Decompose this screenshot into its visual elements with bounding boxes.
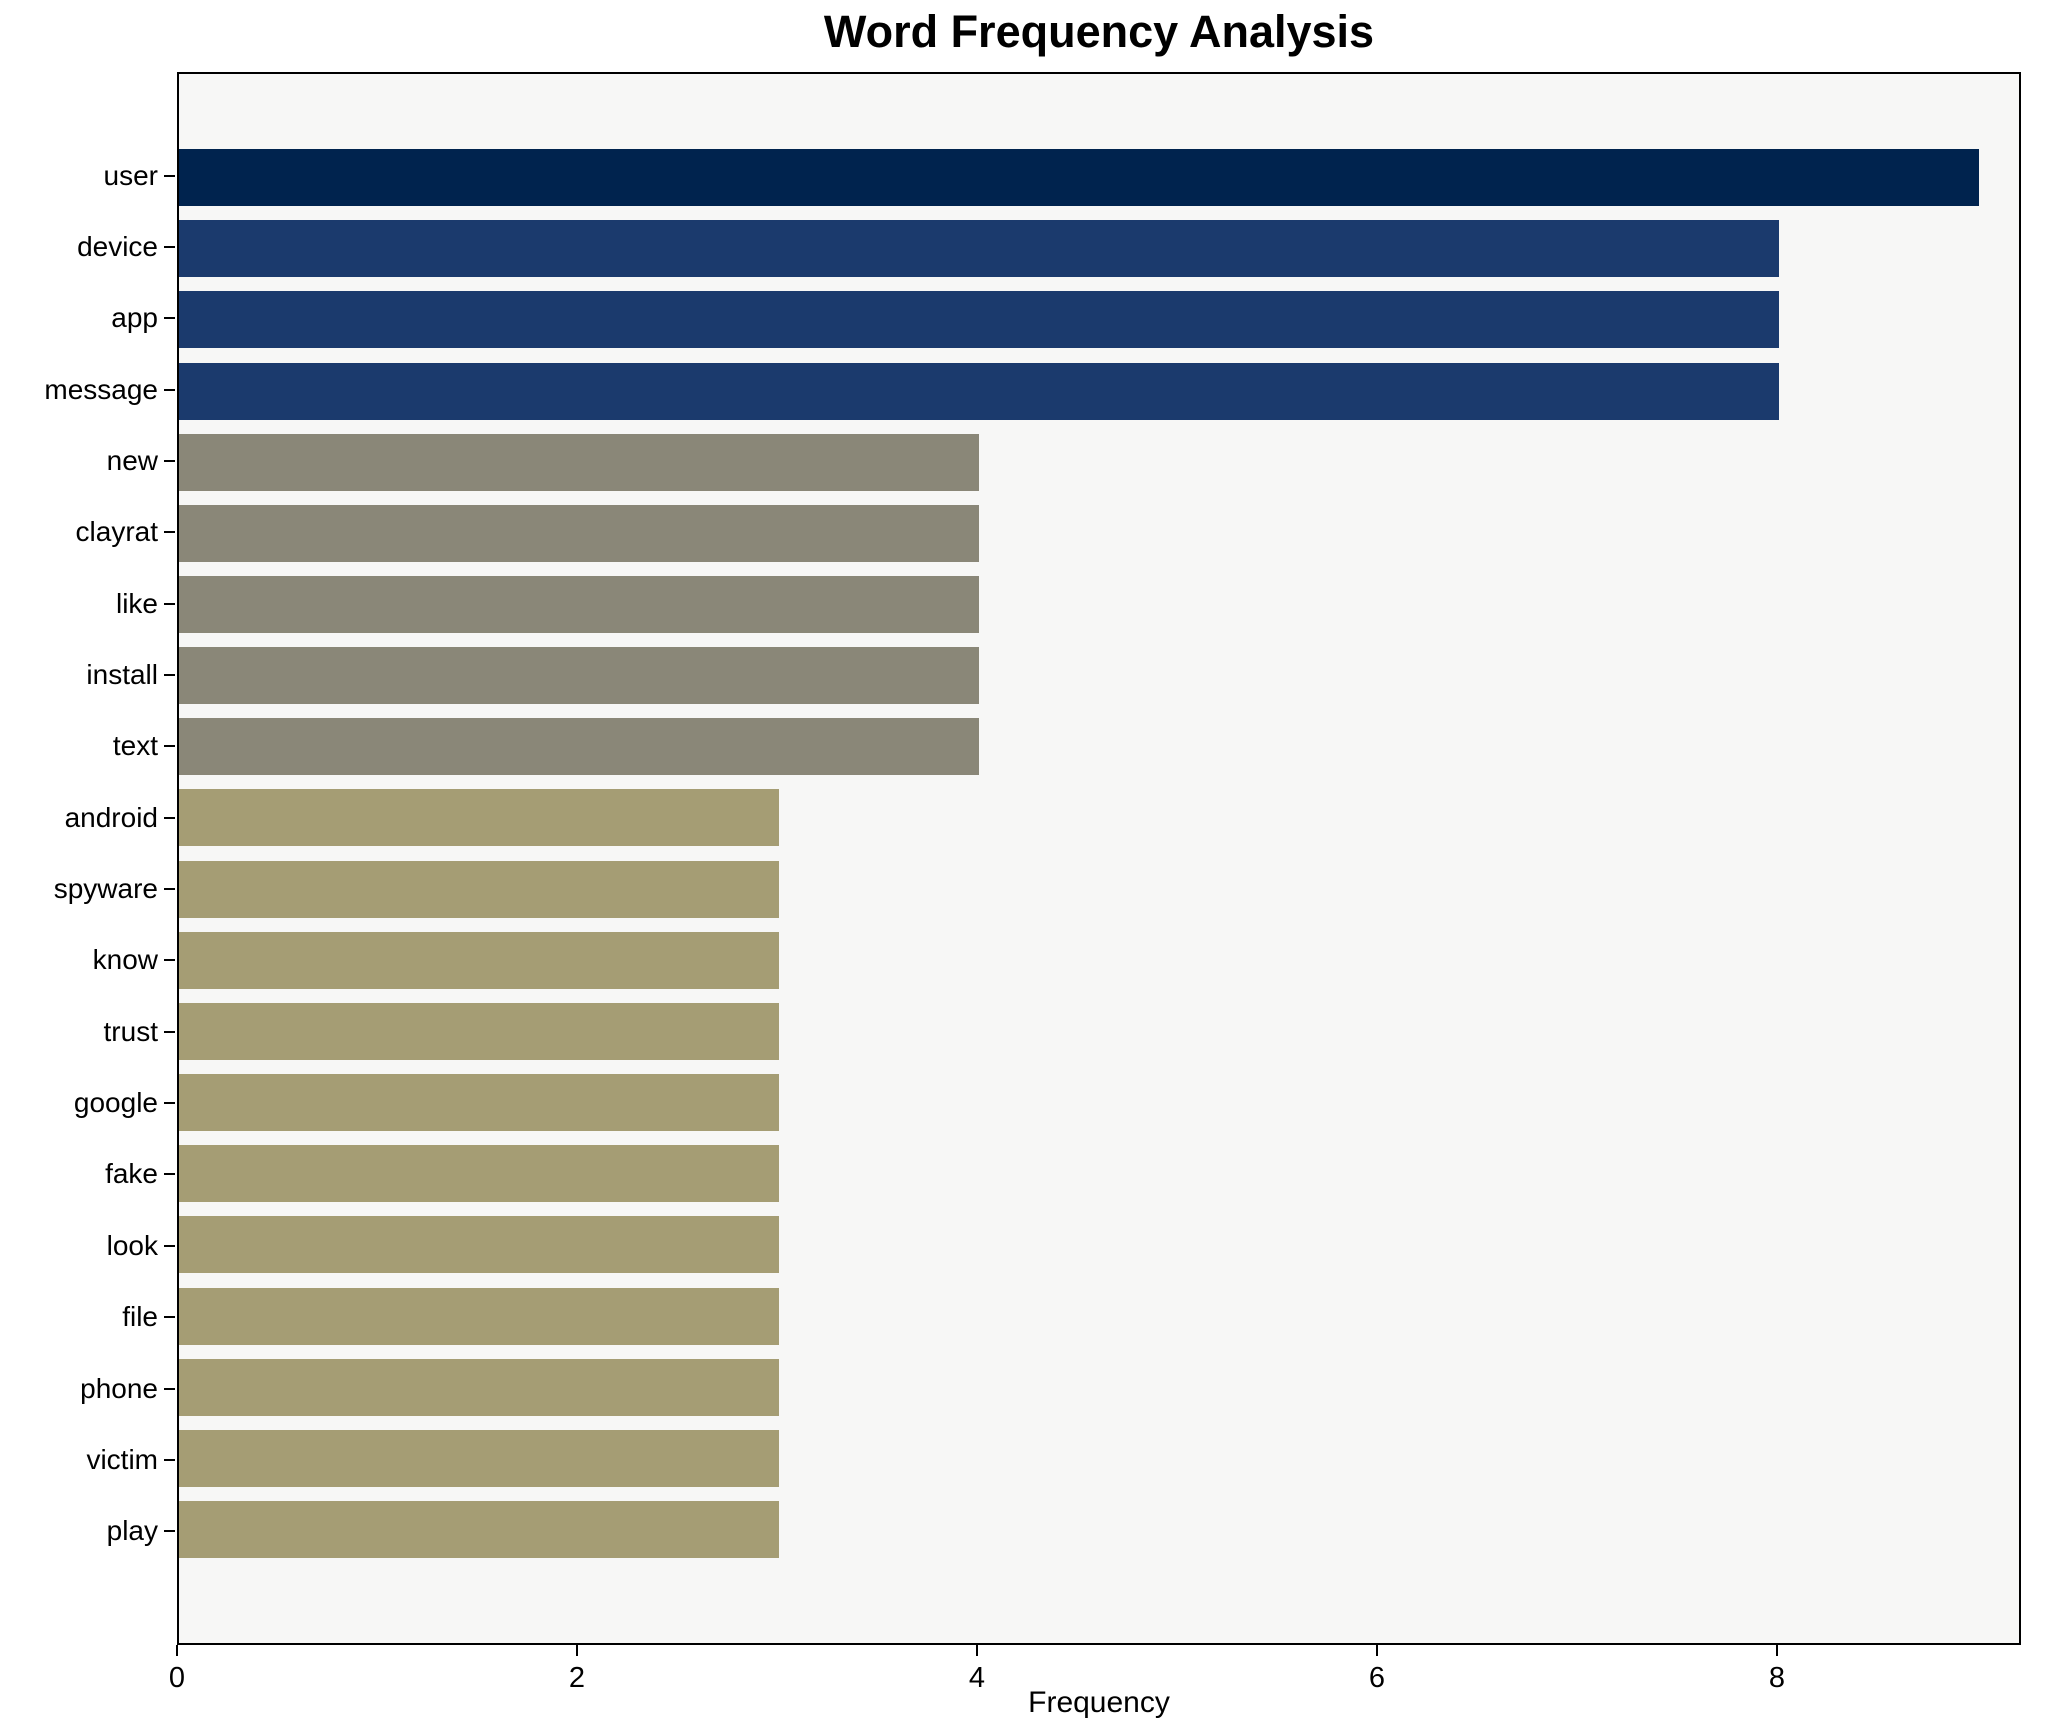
bar-play [179, 1501, 779, 1559]
y-tick-mark [164, 816, 175, 819]
bar-know [179, 931, 779, 989]
bar-fake [179, 1145, 779, 1203]
bar-row [179, 355, 2019, 426]
y-tick-label-text: text [112, 730, 158, 762]
x-tick-mark [1776, 1645, 1778, 1656]
bar-row [179, 569, 2019, 640]
bar-row [179, 427, 2019, 498]
y-tick-mark [164, 531, 175, 534]
y-tick-label-look: look [106, 1229, 158, 1261]
y-tick-mark [164, 1387, 175, 1390]
bar-victim [179, 1429, 779, 1487]
bar-trust [179, 1002, 779, 1060]
y-tick-label-device: device [77, 231, 158, 263]
y-tick-label-app: app [111, 302, 158, 334]
y-tick-mark [164, 1030, 175, 1033]
y-tick-mark [164, 1458, 175, 1461]
bar-message [179, 362, 1779, 420]
y-tick-mark [164, 174, 175, 177]
bar-row [179, 213, 2019, 284]
bar-row [179, 1209, 2019, 1280]
y-tick-mark [164, 246, 175, 249]
bar-user [179, 149, 1979, 207]
x-tick-label-6: 6 [1368, 1662, 1386, 1694]
bar-row [179, 996, 2019, 1067]
y-tick-label-user: user [103, 159, 158, 191]
plot-area [177, 72, 2021, 1645]
bar-google [179, 1074, 779, 1132]
bar-row [179, 498, 2019, 569]
bar-row [179, 1067, 2019, 1138]
bar-new [179, 433, 979, 491]
y-tick-label-fake: fake [105, 1158, 158, 1190]
y-tick-mark [164, 602, 175, 605]
x-tick-mark [176, 1645, 178, 1656]
y-tick-mark [164, 317, 175, 320]
y-tick-mark [164, 1244, 175, 1247]
y-tick-mark [164, 1316, 175, 1319]
y-tick-label-new: new [106, 445, 158, 477]
y-tick-mark [164, 388, 175, 391]
y-tick-label-know: know [92, 944, 158, 976]
y-tick-mark [164, 1102, 175, 1105]
y-tick-mark [164, 745, 175, 748]
bar-like [179, 576, 979, 634]
bar-install [179, 647, 979, 705]
bars-container [179, 74, 2019, 1643]
bar-row [179, 1494, 2019, 1565]
bar-clayrat [179, 504, 979, 562]
y-tick-mark [164, 674, 175, 677]
bar-phone [179, 1358, 779, 1416]
bar-row [179, 1138, 2019, 1209]
bar-row [179, 854, 2019, 925]
bar-row [179, 284, 2019, 355]
y-tick-label-install: install [86, 659, 158, 691]
x-tick-mark [576, 1645, 578, 1656]
x-tick-mark [976, 1645, 978, 1656]
y-tick-label-phone: phone [80, 1372, 158, 1404]
bar-file [179, 1287, 779, 1345]
y-tick-label-clayrat: clayrat [75, 516, 158, 548]
y-tick-label-victim: victim [86, 1443, 158, 1475]
bar-row [179, 925, 2019, 996]
bar-app [179, 291, 1779, 349]
x-tick-label-8: 8 [1768, 1662, 1786, 1694]
x-axis-label: Frequency [1028, 1686, 1170, 1719]
y-tick-label-trust: trust [103, 1015, 158, 1047]
bar-row [179, 1423, 2019, 1494]
bar-row [179, 1281, 2019, 1352]
bar-row [179, 142, 2019, 213]
bar-row [179, 782, 2019, 853]
y-tick-label-android: android [64, 801, 158, 833]
x-tick-label-4: 4 [968, 1662, 986, 1694]
y-tick-label-file: file [122, 1301, 158, 1333]
bar-android [179, 789, 779, 847]
y-tick-mark [164, 460, 175, 463]
bar-text [179, 718, 979, 776]
x-tick-mark [1376, 1645, 1378, 1656]
x-tick-label-2: 2 [568, 1662, 586, 1694]
y-tick-label-message: message [44, 373, 158, 405]
bar-look [179, 1216, 779, 1274]
y-tick-label-play: play [106, 1515, 158, 1547]
y-tick-label-spyware: spyware [53, 873, 158, 905]
bar-row [179, 640, 2019, 711]
y-axis-labels: user device app message new clayrat like instal… [0, 72, 158, 1645]
y-tick-mark [164, 959, 175, 962]
y-axis-ticks [164, 72, 175, 1645]
bar-device [179, 220, 1779, 278]
chart-title: Word Frequency Analysis [823, 6, 1375, 57]
x-tick-label-0: 0 [168, 1662, 186, 1694]
y-tick-mark [164, 1530, 175, 1533]
y-tick-mark [164, 888, 175, 891]
bar-spyware [179, 860, 779, 918]
y-tick-label-google: google [73, 1087, 158, 1119]
y-tick-mark [164, 1173, 175, 1176]
y-tick-label-like: like [115, 587, 158, 619]
bar-row [179, 711, 2019, 782]
bar-row [179, 1352, 2019, 1423]
